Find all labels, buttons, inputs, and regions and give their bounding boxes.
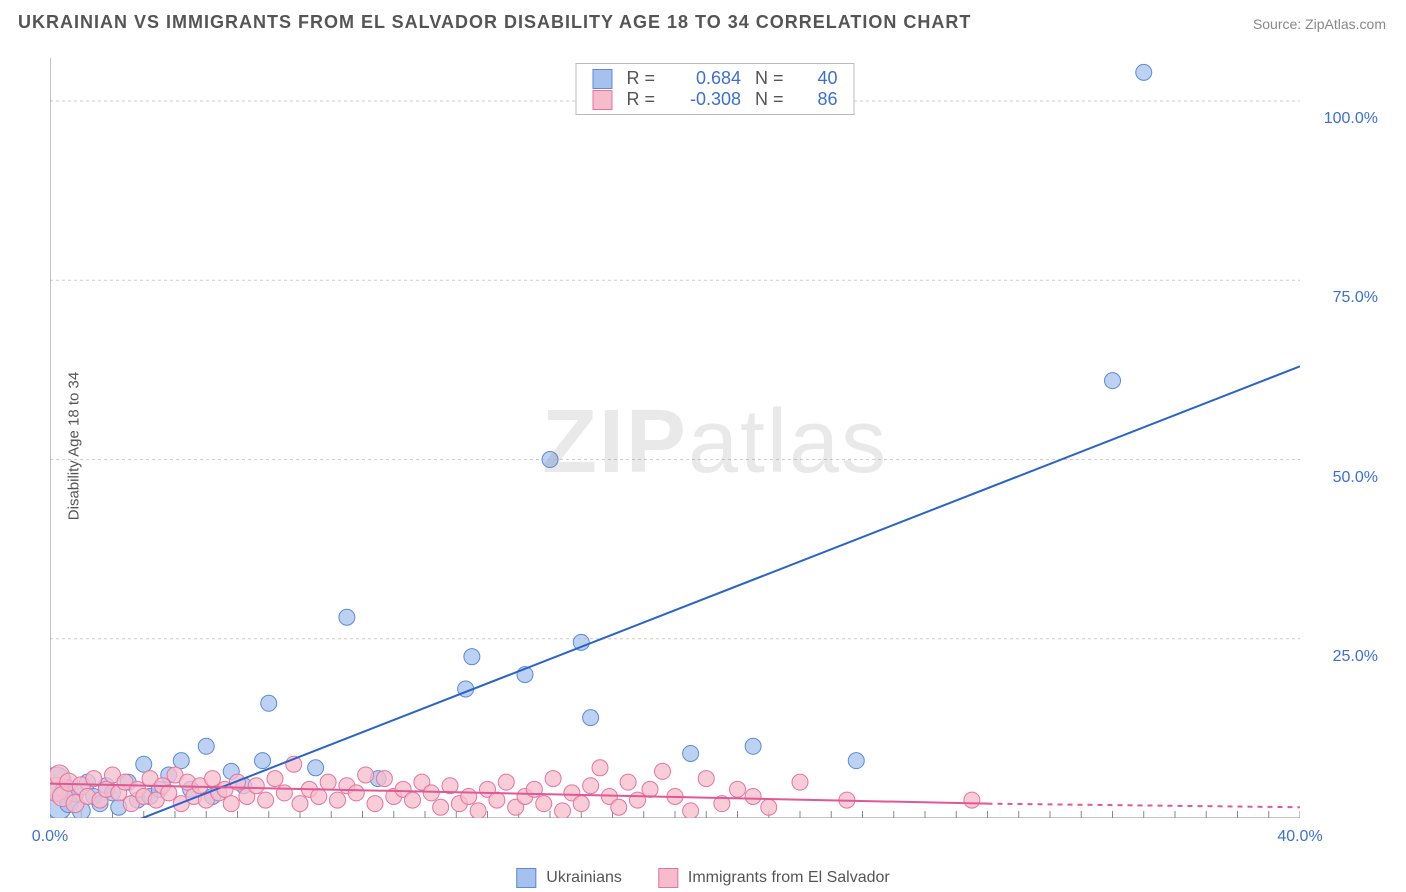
data-point	[573, 796, 589, 812]
data-point	[330, 792, 346, 808]
data-point	[683, 745, 699, 761]
legend-r-value: 0.684	[669, 68, 741, 89]
legend-row: R = -0.308 N = 86	[592, 89, 837, 110]
data-point	[489, 792, 505, 808]
data-point	[405, 792, 421, 808]
data-point	[611, 799, 627, 815]
data-point	[320, 774, 336, 790]
legend-swatch	[516, 868, 536, 888]
data-point	[367, 796, 383, 812]
data-point	[161, 785, 177, 801]
legend-label: Immigrants from El Salvador	[688, 869, 890, 887]
data-point	[1105, 373, 1121, 389]
data-point	[292, 796, 308, 812]
y-tick-label: 25.0%	[1333, 648, 1378, 666]
source-attribution: Source: ZipAtlas.com	[1253, 16, 1386, 32]
data-point	[433, 799, 449, 815]
data-point	[461, 788, 477, 804]
legend-item: Ukrainians	[516, 868, 622, 888]
data-point	[358, 767, 374, 783]
data-point	[258, 792, 274, 808]
data-point	[311, 788, 327, 804]
data-point	[376, 771, 392, 787]
legend-swatch	[592, 69, 612, 89]
data-point	[423, 785, 439, 801]
data-point	[730, 781, 746, 797]
legend-label: Ukrainians	[546, 869, 622, 887]
legend-n-label: N =	[755, 68, 784, 89]
scatter-plot-svg	[50, 58, 1300, 818]
chart-title: UKRAINIAN VS IMMIGRANTS FROM EL SALVADOR…	[18, 12, 971, 33]
legend-n-value: 86	[798, 89, 838, 110]
data-point	[348, 785, 364, 801]
data-point	[848, 753, 864, 769]
y-tick-label: 50.0%	[1333, 469, 1378, 487]
data-point	[745, 788, 761, 804]
data-point	[792, 774, 808, 790]
data-point	[339, 609, 355, 625]
trend-line-extrapolated	[988, 804, 1301, 808]
data-point	[261, 695, 277, 711]
legend-row: R = 0.684 N = 40	[592, 68, 837, 89]
x-tick-label: 40.0%	[1277, 828, 1322, 846]
data-point	[698, 771, 714, 787]
data-point	[255, 753, 271, 769]
data-point	[223, 796, 239, 812]
legend-swatch	[592, 90, 612, 110]
data-point	[761, 799, 777, 815]
data-point	[1136, 64, 1152, 80]
y-tick-label: 75.0%	[1333, 289, 1378, 307]
legend-item: Immigrants from El Salvador	[658, 868, 890, 888]
data-point	[545, 771, 561, 787]
chart-container: UKRAINIAN VS IMMIGRANTS FROM EL SALVADOR…	[0, 0, 1406, 892]
series-legend: Ukrainians Immigrants from El Salvador	[516, 868, 889, 888]
data-point	[555, 803, 571, 818]
y-tick-label: 100.0%	[1324, 110, 1378, 128]
data-point	[642, 781, 658, 797]
legend-r-value: -0.308	[669, 89, 741, 110]
x-tick-label: 0.0%	[32, 828, 68, 846]
data-point	[630, 792, 646, 808]
data-point	[498, 774, 514, 790]
legend-r-label: R =	[626, 89, 655, 110]
data-point	[198, 738, 214, 754]
data-point	[205, 771, 221, 787]
legend-n-label: N =	[755, 89, 784, 110]
data-point	[248, 778, 264, 794]
data-point	[542, 452, 558, 468]
data-point	[276, 785, 292, 801]
data-point	[173, 753, 189, 769]
data-point	[964, 792, 980, 808]
data-point	[583, 710, 599, 726]
data-point	[536, 796, 552, 812]
data-point	[583, 778, 599, 794]
data-point	[745, 738, 761, 754]
data-point	[470, 803, 486, 818]
data-point	[683, 803, 699, 818]
data-point	[464, 649, 480, 665]
data-point	[308, 760, 324, 776]
data-point	[655, 763, 671, 779]
legend-swatch	[658, 868, 678, 888]
data-point	[136, 756, 152, 772]
correlation-legend: R = 0.684 N = 40 R = -0.308 N = 86	[575, 63, 854, 115]
data-point	[267, 771, 283, 787]
data-point	[620, 774, 636, 790]
legend-r-label: R =	[626, 68, 655, 89]
plot-area: ZIPatlas R =0.684N =40R =-0.308N =86	[50, 58, 1380, 848]
legend-n-value: 40	[798, 68, 838, 89]
data-point	[592, 760, 608, 776]
